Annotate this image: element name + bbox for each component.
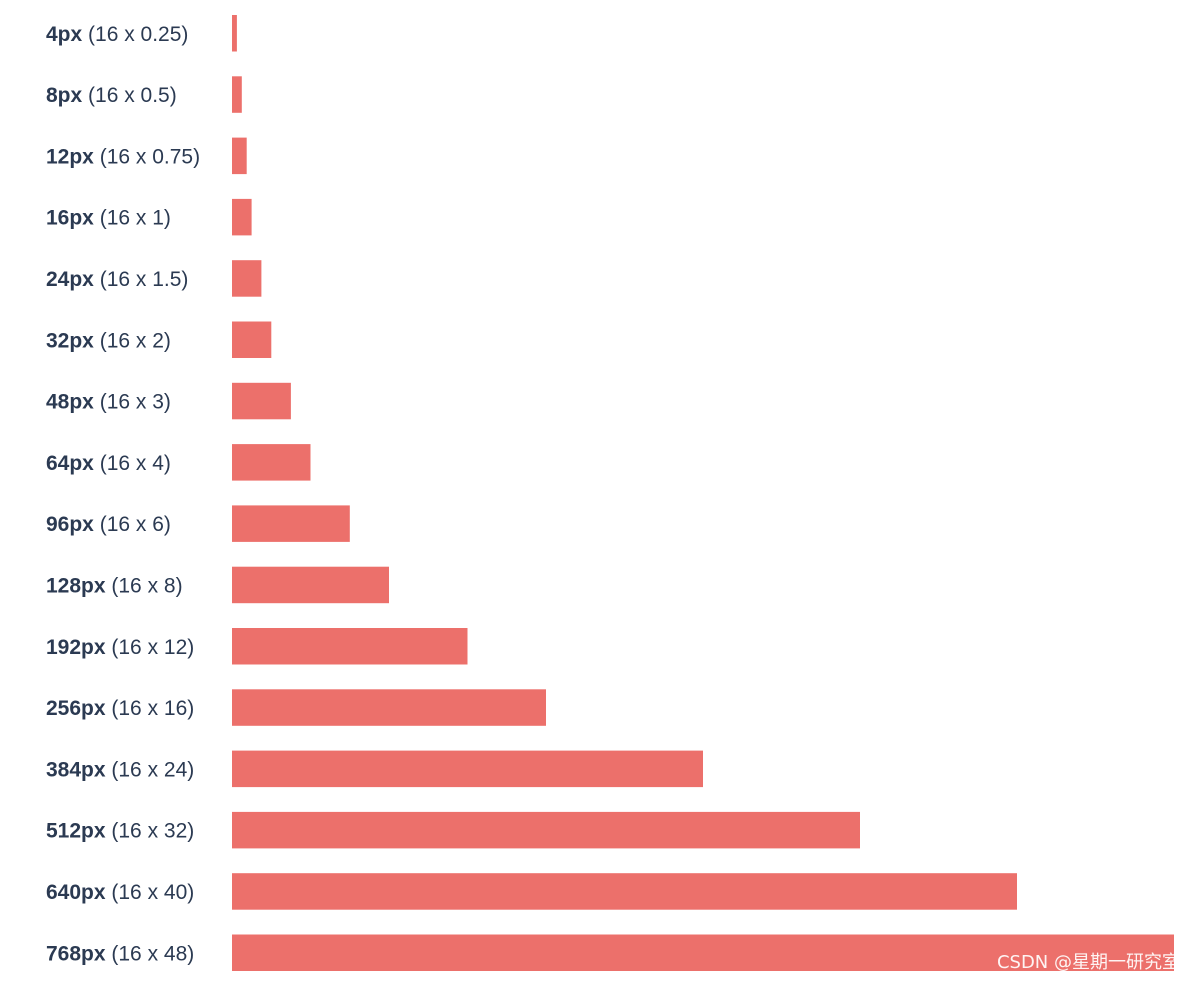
category-label: 512px (16 x 32) [46, 820, 194, 843]
category-label-size: 640px [46, 881, 106, 904]
category-label-formula: (16 x 8) [106, 574, 183, 597]
category-label: 48px (16 x 3) [46, 391, 171, 414]
category-label-formula: (16 x 12) [106, 636, 195, 659]
category-label: 16px (16 x 1) [46, 207, 171, 230]
bar-192px [232, 628, 468, 665]
category-label-size: 512px [46, 820, 106, 843]
category-label-size: 8px [46, 84, 83, 107]
category-label-formula: (16 x 6) [94, 513, 171, 536]
bar-512px [232, 811, 860, 849]
bar-48px [232, 382, 291, 420]
category-label-formula: (16 x 1.5) [94, 268, 189, 291]
category-label-size: 24px [46, 268, 94, 291]
category-label: 256px (16 x 16) [46, 697, 194, 720]
category-label-size: 64px [46, 452, 94, 475]
bar-4px [232, 15, 237, 52]
category-label-size: 256px [46, 697, 106, 720]
category-label: 4px (16 x 0.25) [46, 23, 188, 46]
category-label: 12px (16 x 0.75) [46, 145, 200, 168]
bar-64px [232, 444, 311, 481]
bar-12px [232, 137, 247, 175]
category-label-formula: (16 x 16) [106, 697, 195, 720]
watermark-text: CSDN @星期一研究室 [996, 952, 1180, 973]
category-label-formula: (16 x 3) [94, 391, 171, 414]
category-label-size: 16px [46, 207, 94, 230]
category-label: 64px (16 x 4) [46, 452, 171, 475]
category-label-size: 128px [46, 574, 106, 597]
category-label-formula: (16 x 4) [94, 452, 171, 475]
category-label: 768px (16 x 48) [46, 942, 194, 965]
category-label-formula: (16 x 0.75) [94, 145, 200, 168]
bar-640px [232, 873, 1017, 910]
category-label: 384px (16 x 24) [46, 758, 194, 781]
category-label: 96px (16 x 6) [46, 513, 171, 536]
category-label-formula: (16 x 32) [106, 820, 195, 843]
category-label-formula: (16 x 24) [106, 758, 195, 781]
category-label-size: 32px [46, 329, 94, 352]
category-label-formula: (16 x 48) [106, 942, 195, 965]
bar-8px [232, 76, 242, 113]
category-label-size: 192px [46, 636, 106, 659]
category-label: 8px (16 x 0.5) [46, 84, 177, 107]
category-label-size: 768px [46, 942, 106, 965]
bar-32px [232, 321, 272, 358]
category-label-formula: (16 x 40) [106, 881, 195, 904]
category-label: 32px (16 x 2) [46, 329, 171, 352]
bar-768px [232, 934, 1174, 971]
category-label: 24px (16 x 1.5) [46, 268, 188, 291]
bar-16px [232, 198, 252, 236]
category-label-formula: (16 x 1) [94, 207, 171, 230]
bar-128px [232, 566, 389, 604]
bar-24px [232, 260, 262, 297]
bar-96px [232, 505, 350, 542]
bar-384px [232, 750, 703, 788]
category-label-formula: (16 x 0.5) [82, 84, 177, 107]
category-label: 128px (16 x 8) [46, 574, 183, 597]
category-label-formula: (16 x 2) [94, 329, 171, 352]
category-label-size: 4px [46, 23, 83, 46]
category-label: 192px (16 x 12) [46, 636, 194, 659]
category-label: 640px (16 x 40) [46, 881, 194, 904]
category-label-size: 48px [46, 391, 94, 414]
category-label-size: 384px [46, 758, 106, 781]
category-label-size: 12px [46, 145, 94, 168]
bar-256px [232, 689, 546, 726]
category-label-formula: (16 x 0.25) [82, 23, 188, 46]
category-label-size: 96px [46, 513, 94, 536]
